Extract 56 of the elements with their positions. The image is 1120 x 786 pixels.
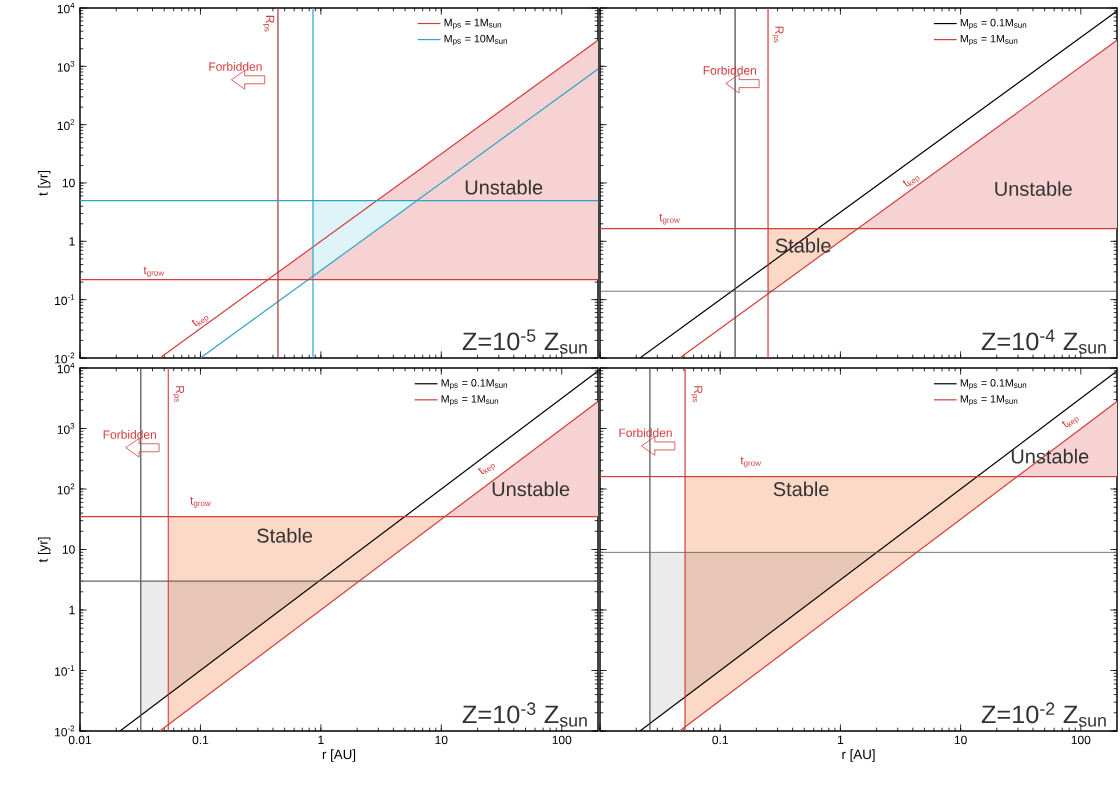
y-tick-label: 1 [69, 605, 75, 615]
y-axis-title: t [yr] [37, 537, 51, 563]
x-tick-label: 1 [838, 735, 844, 744]
y-tick-label: 10 [62, 545, 75, 554]
annotation: R$_{ps}$ [691, 386, 703, 403]
annotation: Unstable [995, 181, 1072, 196]
annotation: t$_{grow}$ [143, 266, 165, 278]
y-tick-label: 10$^{-2}$ [55, 352, 75, 364]
annotation: Z=10$^{-4}$ Z$_{sun}$ [981, 329, 1106, 354]
annotation: t$_{kep}$ [191, 315, 209, 327]
annotation: t$_{kep}$ [478, 463, 495, 475]
y-tick-label: 10 [62, 178, 75, 188]
legend-label: M$_{ps}$ = 1M$_{sun}$ [441, 395, 499, 406]
annotation: Unstable [465, 179, 543, 195]
annotation: t$_{grow}$ [740, 456, 762, 468]
annotation: t$_{grow}$ [190, 496, 211, 508]
annotation: R$_{ps}$ [772, 26, 784, 43]
annotation: Stable [773, 481, 829, 497]
x-tick-label: 0.1 [192, 735, 209, 745]
legend-label: M$_{ps}$ = 1M$_{sun}$ [960, 34, 1018, 46]
x-tick-label: 0.01 [68, 735, 92, 745]
annotation: Z=10$^{-2}$ Z$_{sun}$ [981, 702, 1106, 727]
annotation: Forbidden [209, 62, 262, 71]
legend-label: M$_{ps}$ = 10M$_{sun}$ [444, 34, 507, 46]
annotation: t$_{kep}$ [902, 176, 920, 187]
annotation: Z=10$^{-5}$ Z$_{sun}$ [462, 329, 587, 354]
y-tick-label: 10$^{-1}$ [55, 294, 75, 306]
annotation: t$_{kep}$ [1061, 417, 1079, 428]
legend-label: M$_{ps}$ = 1M$_{sun}$ [444, 18, 502, 30]
x-axis-title: r [AU] [322, 749, 356, 762]
y-tick-label: 10$^{2}$ [57, 119, 75, 131]
annotation: R$_{ps}$ [262, 15, 275, 32]
x-tick-label: 0.1 [712, 735, 728, 745]
legend-label: M$_{ps}$ = 0.1M$_{sun}$ [960, 379, 1027, 390]
y-axis-title: t [yr] [37, 170, 51, 196]
annotation: Z=10$^{-3}$ Z$_{sun}$ [462, 702, 587, 727]
legend-label: M$_{ps}$ = 1M$_{sun}$ [960, 395, 1018, 406]
legend-label: M$_{ps}$ = 0.1M$_{sun}$ [441, 379, 507, 390]
x-tick-label: 10 [435, 735, 448, 745]
annotation: Unstable [492, 481, 570, 497]
annotation: t$_{grow}$ [659, 213, 680, 225]
legend-label: M$_{ps}$ = 0.1M$_{sun}$ [960, 18, 1027, 30]
x-axis-title: r [AU] [842, 749, 875, 762]
y-tick-label: 10$^{3}$ [57, 60, 75, 72]
y-tick-label: 1 [69, 237, 75, 246]
y-tick-label: 10$^{2}$ [57, 483, 75, 495]
x-tick-label: 1 [318, 735, 324, 744]
annotation: Stable [257, 528, 313, 543]
y-tick-label: 10$^{4}$ [57, 2, 75, 14]
annotation: R$_{ps}$ [172, 386, 185, 403]
x-tick-label: 100 [552, 735, 572, 745]
x-tick-label: 10 [954, 735, 967, 745]
x-tick-label: 100 [1071, 735, 1091, 745]
y-tick-label: 10$^{3}$ [57, 423, 75, 434]
y-tick-label: 10$^{4}$ [57, 362, 75, 374]
y-tick-label: 10$^{-1}$ [55, 665, 75, 676]
